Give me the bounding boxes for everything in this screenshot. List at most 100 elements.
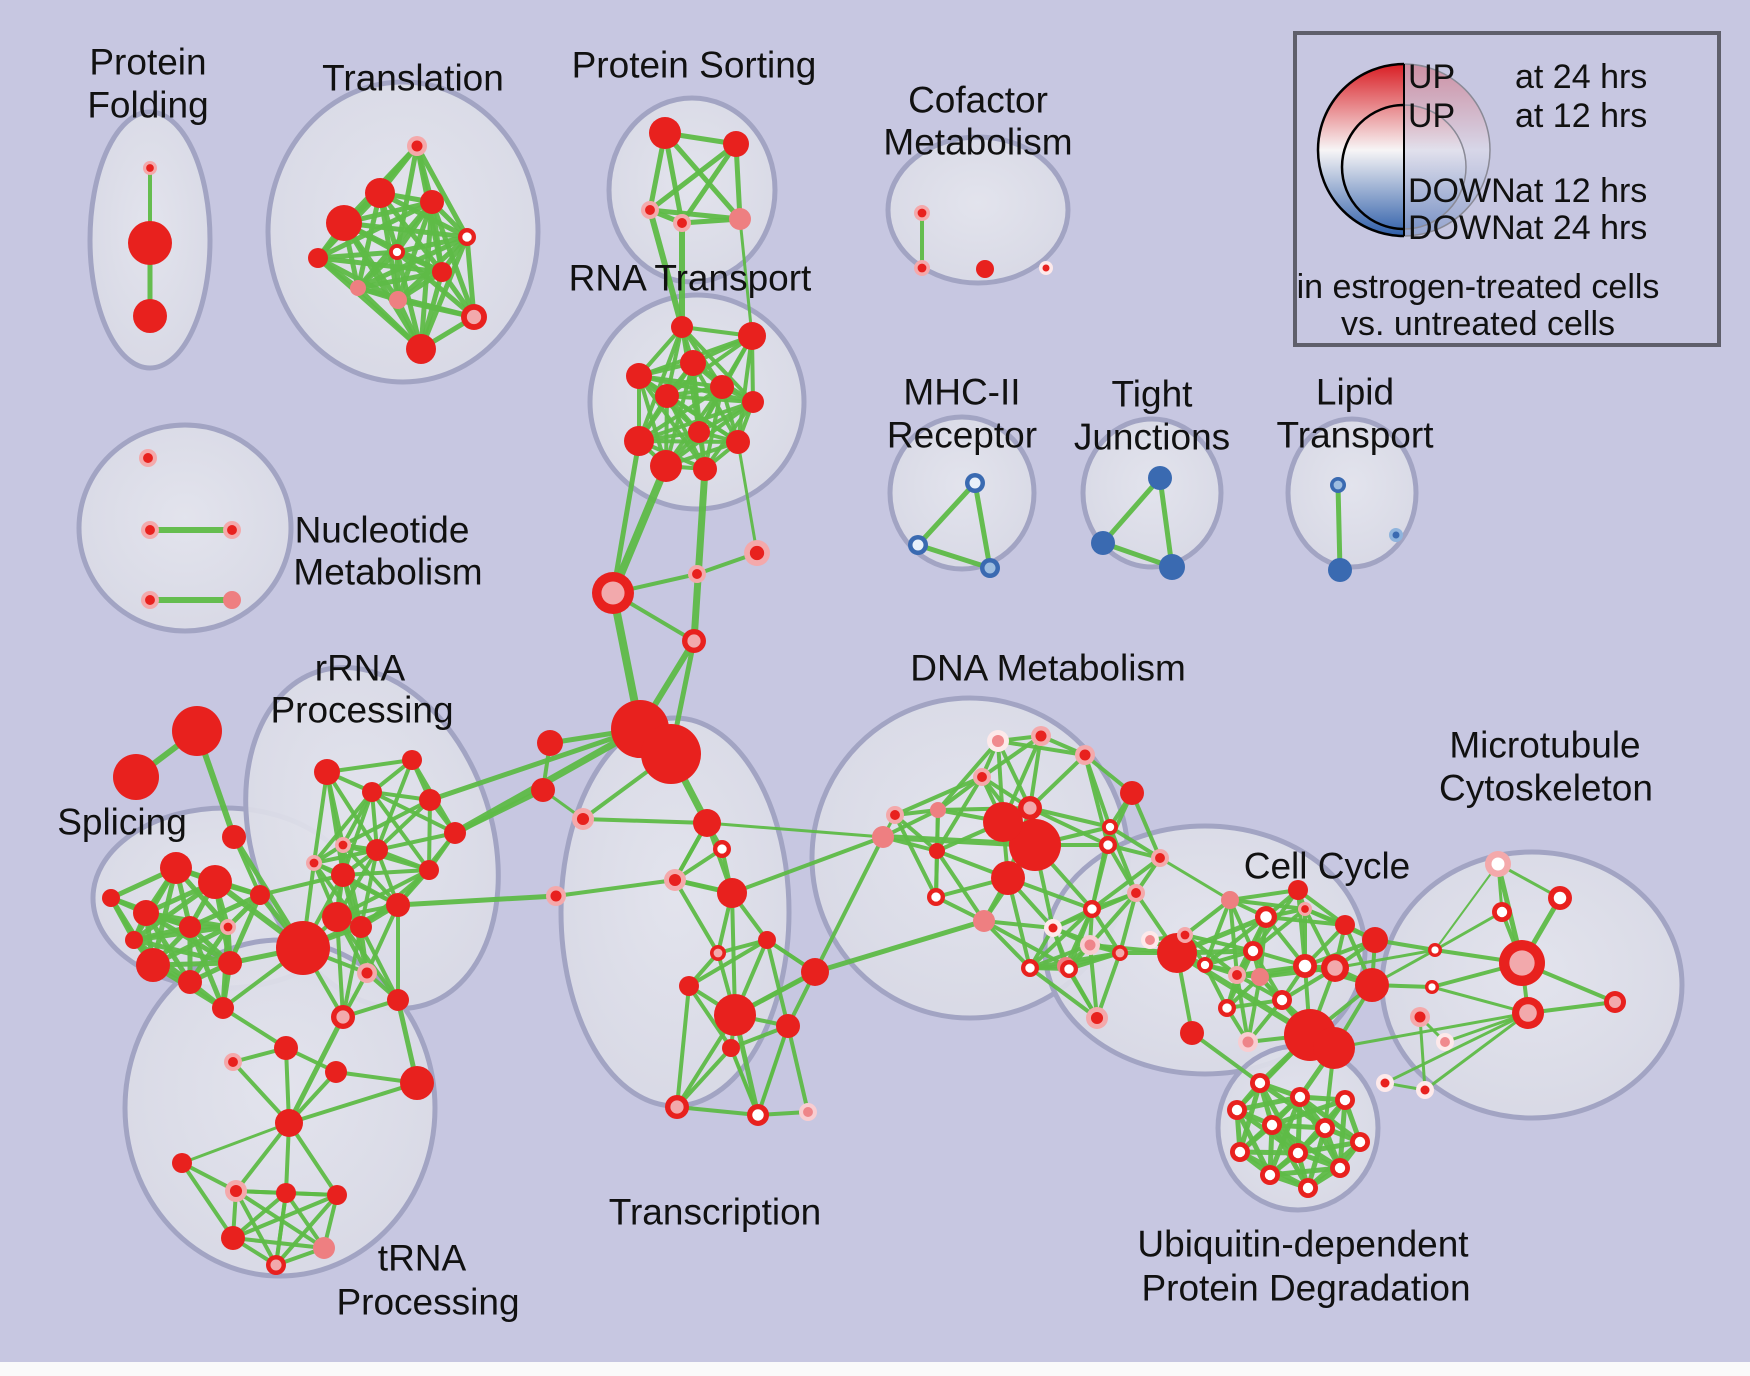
- node-sp-1: [198, 865, 232, 899]
- edge: [637, 374, 755, 404]
- node-core-nm-0: [143, 453, 153, 463]
- legend-direction-0: UP: [1408, 58, 1455, 96]
- node-tx-0: [693, 809, 721, 837]
- node-core-mc-8: [1380, 1078, 1390, 1088]
- node-core-rr-3: [338, 840, 348, 850]
- edge: [131, 924, 231, 943]
- edge: [647, 207, 743, 222]
- cluster-label-mc-0: Microtubule: [1449, 725, 1640, 766]
- node-core-lk-14: [1428, 983, 1436, 991]
- node-lk-12: [222, 825, 246, 849]
- cluster-label-cf-0: Cofactor: [908, 80, 1048, 121]
- edge: [812, 918, 987, 975]
- edge: [335, 868, 431, 919]
- node-core-cc-11: [1327, 960, 1343, 976]
- edge: [972, 480, 993, 571]
- node-cc-2: [1221, 891, 1239, 909]
- edge: [359, 925, 400, 1002]
- edge: [221, 1006, 288, 1050]
- node-sp-10: [102, 889, 120, 907]
- node-core-cc-17: [1200, 960, 1210, 970]
- node-sp-9: [250, 885, 270, 905]
- edge: [581, 817, 709, 825]
- edge: [915, 480, 978, 548]
- edge: [1183, 898, 1232, 937]
- edge: [687, 938, 769, 988]
- edge: [315, 255, 424, 352]
- cluster-label-ub-1: Protein Degradation: [1141, 1268, 1470, 1309]
- edge: [187, 892, 263, 930]
- node-core-rr-13: [336, 1010, 350, 1024]
- node-core-cc-8: [1222, 1003, 1232, 1013]
- edge: [675, 1105, 760, 1117]
- node-core-lt-2: [1392, 531, 1400, 539]
- node-tn-3: [400, 1066, 434, 1100]
- legend-caption-0: in estrogen-treated cells: [1297, 268, 1660, 306]
- node-pf-1: [128, 221, 172, 265]
- node-core-cc-4: [1298, 959, 1312, 973]
- node-rr-8: [350, 916, 372, 938]
- node-core-cc-1: [1247, 945, 1259, 957]
- edge: [375, 758, 414, 852]
- node-core-ub-3: [1231, 1104, 1243, 1116]
- edge: [647, 141, 739, 213]
- node-core-tn-10: [270, 1259, 282, 1271]
- edge: [1418, 1015, 1427, 1092]
- node-core-dm-4: [977, 772, 987, 782]
- node-tj-1: [1091, 531, 1115, 555]
- node-rt-1: [738, 322, 766, 350]
- edge: [355, 190, 383, 291]
- node-core-cf-1: [917, 263, 927, 273]
- node-tr-1: [365, 178, 395, 208]
- legend-box: [1293, 31, 1721, 347]
- node-core-tr-9: [466, 309, 482, 325]
- edge: [996, 739, 1087, 757]
- edge: [996, 739, 1032, 810]
- edge: [935, 849, 986, 923]
- edge: [736, 334, 754, 444]
- node-core-rr-4: [309, 858, 319, 868]
- cluster-ellipse-mh: [887, 414, 1037, 572]
- node-rt-4: [655, 384, 679, 408]
- node-cc-12: [1355, 968, 1389, 1002]
- node-core-nm-2: [227, 525, 237, 535]
- node-ps-4: [729, 208, 751, 230]
- cluster-label-rr-1: Processing: [270, 690, 453, 731]
- legend-caption-1: vs. untreated cells: [1341, 305, 1615, 343]
- node-sp-8: [212, 997, 234, 1019]
- edge: [231, 1236, 326, 1250]
- edge: [705, 821, 885, 839]
- node-rr-2: [419, 789, 441, 811]
- node-core-dm-17: [1084, 939, 1096, 951]
- node-core-mh-1: [912, 539, 924, 551]
- node-core-tx-13: [752, 1109, 764, 1121]
- edge: [1028, 943, 1092, 970]
- edge: [982, 919, 1055, 930]
- edge: [1433, 910, 1504, 952]
- edge: [1118, 891, 1138, 955]
- node-core-cc-19: [1242, 1036, 1254, 1048]
- edge: [554, 878, 677, 898]
- node-sp-3: [179, 916, 201, 938]
- legend-direction-3: DOWN: [1408, 209, 1516, 247]
- node-core-mh-0: [969, 477, 981, 489]
- cluster-label-lt-0: Lipid: [1316, 372, 1394, 413]
- cluster-label-ps-0: Protein Sorting: [572, 45, 817, 86]
- node-core-mc-4: [1519, 1004, 1537, 1022]
- node-core-mc-1: [1553, 891, 1567, 905]
- edge: [893, 813, 939, 853]
- node-cc-3: [1288, 880, 1308, 900]
- node-rr-0: [314, 759, 340, 785]
- edge: [637, 439, 740, 444]
- edge: [1335, 482, 1343, 573]
- node-tx-11: [801, 958, 829, 986]
- edge: [274, 1193, 339, 1267]
- edge: [756, 1024, 790, 1117]
- node-core-ub-5: [1319, 1122, 1331, 1134]
- edge: [427, 798, 432, 872]
- node-dm-8: [983, 802, 1023, 842]
- node-core-nm-1: [145, 525, 155, 535]
- edge: [258, 873, 345, 897]
- edge: [284, 1191, 326, 1250]
